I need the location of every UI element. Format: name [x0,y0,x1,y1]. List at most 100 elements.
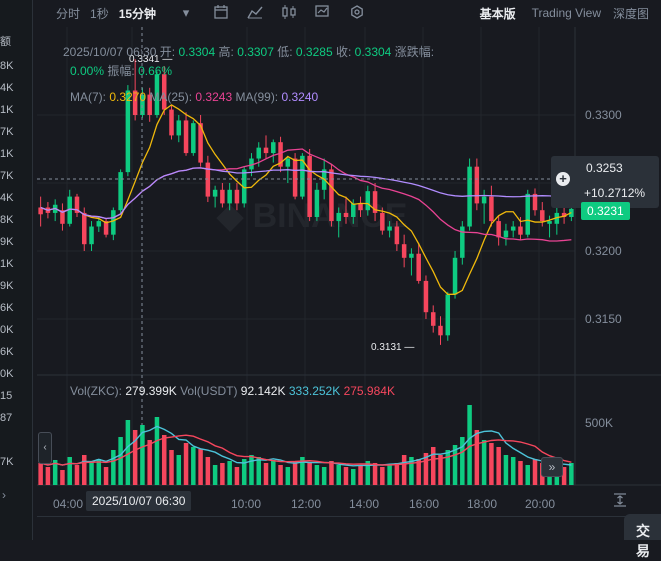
dropdown-icon[interactable]: ▾ [182,5,190,20]
volume-bar [67,457,72,485]
expand-icon[interactable]: » [541,457,563,477]
candle-body [329,169,334,222]
volume-bar [481,440,487,485]
ma25-value: 0.3243 [195,90,233,104]
candle-body [111,210,116,235]
volume-bar [380,467,385,485]
volume-bar [525,465,530,485]
left-col-value: 4K [0,192,14,204]
settings-icon[interactable] [349,5,365,21]
candle-body [481,196,487,204]
volume-bar [401,455,407,485]
volume-bar [438,455,443,485]
tab-tradingview[interactable]: Trading View [531,6,601,20]
volume-bar [60,470,65,485]
volume-bar [125,420,131,485]
left-col-header: 额 [0,36,11,48]
tab-depth[interactable]: 深度图 [612,6,649,21]
candle-body [161,74,167,110]
candle-body [67,196,72,224]
volume-bar [387,465,392,485]
tab-basic[interactable]: 基本版 [479,6,516,21]
volume-bar [234,467,240,485]
candle-body [358,203,363,211]
left-expand-chevron[interactable]: › [2,488,6,502]
ohlc-line-1: 2025/10/07 06:30 开: 0.3304 高: 0.3307 低: … [63,45,435,59]
volume-bar [89,461,94,485]
candle-body [343,212,349,217]
volume-bar [285,467,291,485]
high-marker: 0.3341 — [129,54,172,65]
ma-line [40,104,572,295]
volume-bar [82,455,87,485]
candle-body [510,226,516,231]
volume-bar [227,461,232,485]
scroll-left-handle[interactable]: ‹ [38,432,52,464]
candle-body [125,90,131,173]
volume-bar [220,463,225,485]
candle-body [176,120,182,136]
kline-chart[interactable]: ◆ BINANCE 0.3341 —0.3131 —0.3300 0.3200 0.3… [37,27,661,515]
candle-body [525,193,530,235]
candle-body [554,212,560,224]
left-col-value: 8K [0,60,14,72]
volume-bar [169,450,174,485]
calendar-icon[interactable] [213,5,229,21]
crosshair-price-tag: + 0.3253 +10.2712% [551,156,659,208]
ohlc-amp: 0.66% [138,64,173,78]
time-axis-label: 14:00 [349,497,379,511]
left-col-value: 6K [0,302,14,314]
candle-body [452,257,458,295]
volume-bar [118,437,123,485]
ohlc-high: 0.3307 [237,45,274,59]
interval-tab-15m[interactable]: 15分钟 [118,6,157,21]
volume-bar [569,463,574,485]
fit-height-icon[interactable] [612,493,628,509]
crosshair-percent: +10.2712% [584,186,646,200]
interval-tab-1s[interactable]: 1秒 [90,6,109,21]
time-axis-label: 12:00 [291,497,321,511]
left-col-value: 9K [0,236,14,248]
vol-usdt: 92.142K [240,384,286,398]
candle-body [561,212,567,217]
time-axis-label: 16:00 [409,497,439,511]
candle-body [278,142,283,167]
indicator-icon[interactable] [315,5,331,21]
crosshair-time-tag: 2025/10/07 06:30 [86,491,192,511]
volume-bar [365,461,371,485]
left-column: 额 8K 4K 1K 7K 1K 7K 4K 8K 9K 1K 9K 6K 0K 6K 0K 15 87 7K [0,0,33,540]
candle-body [467,166,472,227]
interval-tab-timeline[interactable]: 分时 [56,6,81,21]
left-col-value: 87 [0,412,13,424]
ohlc-low: 0.3285 [295,45,333,59]
volume-ma-line [40,434,572,466]
volume-bar [510,457,516,485]
volume-bar [489,443,494,485]
candle-body [503,230,509,238]
candle-body [132,90,138,115]
ohlc-open: 0.3304 [178,45,216,59]
ohlc-line-2: 0.00% 振幅: 0.66% [70,64,173,78]
candle-type-icon[interactable] [281,5,297,21]
candle-body [460,226,465,258]
left-col-value: 1K [0,148,14,160]
volume-bar [96,459,102,485]
candle-body [416,253,421,281]
ma99-value: 0.3240 [281,90,319,104]
line-tool-icon[interactable] [247,5,263,21]
left-col-value: 0K [0,324,14,336]
vol-ma2: 275.984K [343,384,395,398]
volume-bar [518,461,523,485]
chart-toolbar: 分时 1秒 15分钟 ▾ 基本版 Trading View 深度图 [40,0,661,26]
candle-body [314,189,320,217]
volume-bar [154,417,160,485]
volume-bar [336,465,341,485]
candle-body [292,158,298,197]
volume-bar [132,430,138,485]
trade-button[interactable]: 交易 [624,514,661,559]
plus-icon[interactable]: + [556,172,570,186]
left-col-value: 7K [0,126,14,138]
volume-bar [256,457,261,485]
candle-body [285,158,291,167]
